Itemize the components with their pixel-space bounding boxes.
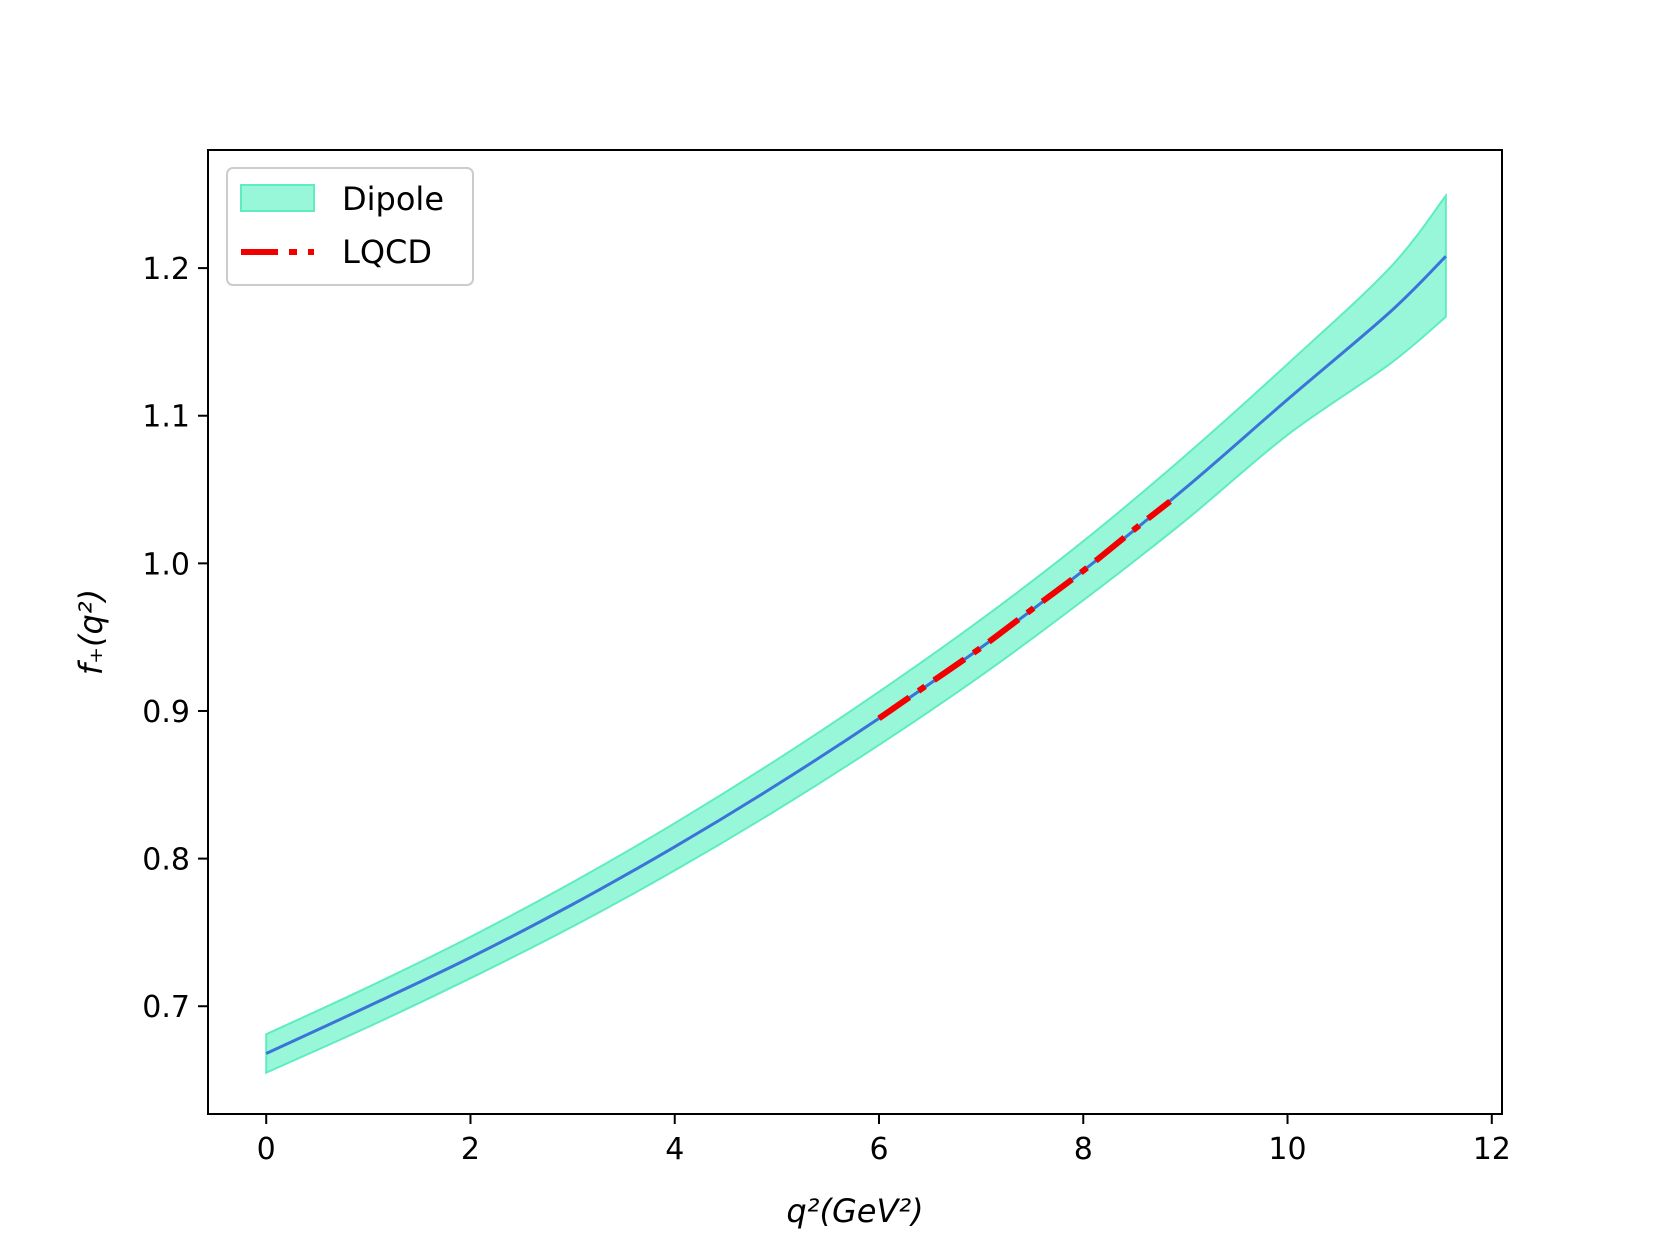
plot-area: [265, 192, 1447, 1075]
lqcd-dashed-line: [877, 498, 1172, 721]
x-tick-label: 0: [257, 1132, 276, 1167]
x-tick-label: 6: [869, 1132, 888, 1167]
x-tick-label: 8: [1074, 1132, 1093, 1167]
x-axis-label: q²(GeV²): [786, 1192, 923, 1230]
dipole-band: [265, 192, 1447, 1075]
x-tick-label: 4: [665, 1132, 684, 1167]
x-tick-label: 2: [461, 1132, 480, 1167]
x-tick-label: 12: [1473, 1132, 1511, 1167]
y-tick-label: 0.8: [142, 843, 190, 878]
y-tick-label: 1.0: [142, 547, 190, 582]
y-tick-label: 0.7: [142, 990, 190, 1025]
y-tick-label: 1.2: [142, 252, 190, 287]
dipole-central-line: [265, 255, 1447, 1055]
legend: Dipole LQCD: [226, 167, 474, 286]
x-axis: 0 2 4 6 8 10 12: [257, 1114, 1511, 1167]
y-axis-label: f₊(q²): [72, 589, 110, 675]
x-tick-label: 10: [1268, 1132, 1306, 1167]
y-axis: 0.7 0.8 0.9 1.0 1.1 1.2: [142, 252, 208, 1025]
legend-label-dipole: Dipole: [342, 180, 444, 218]
y-tick-label: 0.9: [142, 695, 190, 730]
legend-label-lqcd: LQCD: [342, 233, 432, 271]
legend-swatch-dipole: [240, 184, 315, 212]
y-tick-label: 1.1: [142, 400, 190, 435]
plot-frame: [207, 149, 1503, 1115]
